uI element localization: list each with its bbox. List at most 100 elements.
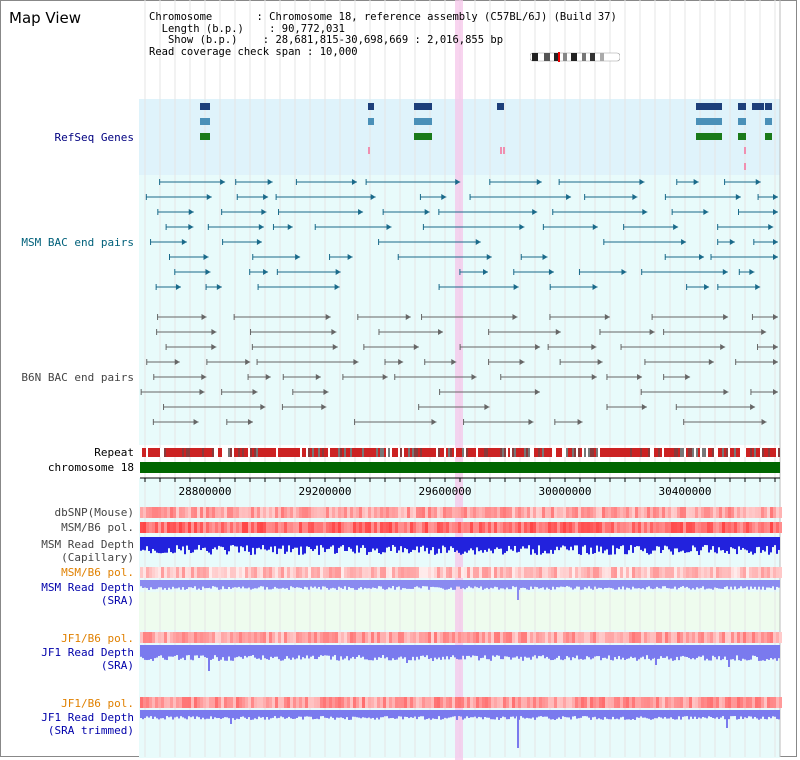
track-label-jf1-pol-2[interactable]: JF1/B6 pol.: [61, 697, 134, 710]
depth-bar: [152, 537, 154, 549]
heat-cell: [380, 567, 383, 578]
heat-cell: [716, 632, 719, 643]
depth-bar: [750, 645, 752, 660]
repeat-block: [308, 448, 310, 457]
depth-bar: [438, 537, 440, 549]
depth-bar: [724, 537, 726, 553]
heat-cell: [377, 567, 380, 578]
depth-bar: [756, 710, 758, 719]
heat-cell: [467, 567, 470, 578]
axis-tick-label: 30000000: [538, 485, 592, 498]
depth-bar: [660, 710, 662, 718]
chromosome-ideogram[interactable]: [530, 52, 620, 62]
heat-cell: [635, 567, 638, 578]
map-view-title: Map View: [9, 9, 82, 27]
track-label-msm-bac[interactable]: MSM BAC end pairs: [21, 236, 134, 249]
heat-cell: [266, 632, 269, 643]
track-label-dbsnp[interactable]: dbSNP(Mouse): [54, 506, 134, 519]
heat-cell: [740, 632, 743, 643]
track-label-msm-depth-sra-1[interactable]: MSM Read Depth: [41, 581, 134, 594]
repeat-block: [282, 448, 284, 457]
heat-cell: [176, 697, 179, 708]
bac-end-arrow: [321, 404, 327, 410]
depth-bar: [680, 580, 682, 587]
depth-bar: [274, 537, 276, 547]
heat-cell: [386, 632, 389, 643]
heat-cell: [482, 507, 485, 518]
heat-cell: [482, 567, 485, 578]
depth-bar: [140, 645, 142, 657]
heat-cell: [590, 522, 593, 533]
depth-bar: [722, 580, 724, 589]
heat-cell: [377, 632, 380, 643]
heat-cell: [275, 632, 278, 643]
heat-cell: [299, 507, 302, 518]
heat-cell: [347, 697, 350, 708]
heat-cell: [389, 507, 392, 518]
depth-bar: [504, 580, 506, 590]
depth-bar: [402, 580, 404, 589]
repeat-block: [536, 448, 538, 457]
depth-bar: [576, 645, 578, 656]
depth-bar: [534, 710, 536, 720]
heat-cell: [689, 697, 692, 708]
heat-cell: [683, 567, 686, 578]
heat-cell: [743, 567, 746, 578]
depth-bar: [142, 645, 144, 659]
depth-bar: [248, 645, 250, 657]
bac-end-arrow: [211, 329, 217, 335]
heat-cell: [209, 567, 212, 578]
track-label-refseq[interactable]: RefSeq Genes: [54, 131, 134, 144]
heat-cell: [203, 567, 206, 578]
track-label-b6n-bac[interactable]: B6N BAC end pairs: [21, 371, 134, 384]
depth-bar: [700, 537, 702, 551]
heat-cell: [656, 507, 659, 518]
heat-cell: [497, 697, 500, 708]
depth-bar: [520, 580, 522, 589]
track-label-jf1-pol-1[interactable]: JF1/B6 pol.: [61, 632, 134, 645]
heat-cell: [749, 522, 752, 533]
heat-cell: [476, 567, 479, 578]
depth-bar: [500, 710, 502, 719]
depth-bar: [618, 710, 620, 720]
depth-bar: [222, 537, 224, 548]
track-label-jf1-depth-trim-1[interactable]: JF1 Read Depth: [41, 711, 134, 724]
heat-cell: [326, 567, 329, 578]
depth-bar: [458, 537, 460, 553]
heat-cell: [539, 507, 542, 518]
track-label-msm-depth-cap-1[interactable]: MSM Read Depth: [41, 538, 134, 551]
track-label-jf1-depth-sra-1[interactable]: JF1 Read Depth: [41, 646, 134, 659]
repeat-block: [750, 448, 752, 457]
heat-cell: [353, 522, 356, 533]
bac-end-arrow: [252, 389, 258, 395]
heat-cell: [368, 522, 371, 533]
depth-spike: [728, 645, 730, 667]
track-label-repeat[interactable]: Repeat: [94, 446, 134, 459]
repeat-block: [708, 448, 710, 457]
heat-cell: [536, 697, 539, 708]
track-label-chromosome[interactable]: chromosome 18: [47, 461, 134, 474]
depth-bar: [502, 580, 504, 589]
depth-bar: [540, 710, 542, 717]
depth-bar: [724, 580, 726, 588]
heat-cell: [485, 507, 488, 518]
depth-bar: [176, 580, 178, 589]
heat-cell: [383, 697, 386, 708]
heat-cell: [533, 697, 536, 708]
depth-bar: [560, 710, 562, 720]
repeat-block: [400, 448, 402, 457]
heat-cell: [554, 697, 557, 708]
heat-cell: [404, 507, 407, 518]
repeat-block: [558, 448, 560, 457]
track-label-msm-pol-1[interactable]: MSM/B6 pol.: [61, 521, 134, 534]
depth-bar: [410, 537, 412, 552]
repeat-block: [210, 448, 212, 457]
depth-bar: [266, 710, 268, 718]
depth-bar: [608, 537, 610, 555]
track-label-msm-pol-2[interactable]: MSM/B6 pol.: [61, 566, 134, 579]
repeat-block: [144, 448, 146, 457]
depth-bar: [312, 710, 314, 720]
depth-bar: [328, 580, 330, 590]
heat-cell: [731, 522, 734, 533]
